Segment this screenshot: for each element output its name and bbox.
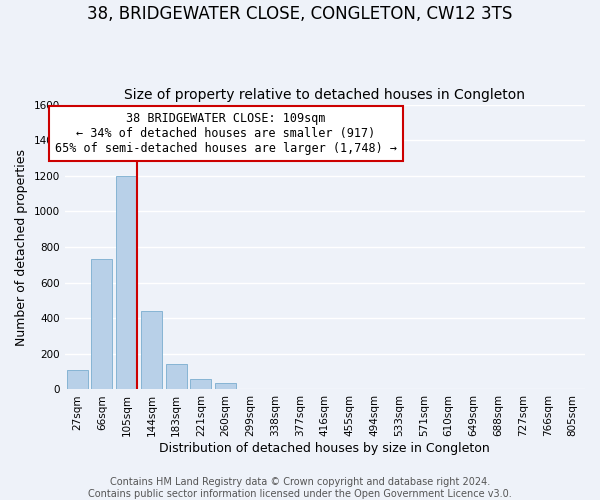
X-axis label: Distribution of detached houses by size in Congleton: Distribution of detached houses by size … xyxy=(160,442,490,455)
Bar xyxy=(166,364,187,390)
Text: Contains HM Land Registry data © Crown copyright and database right 2024.
Contai: Contains HM Land Registry data © Crown c… xyxy=(88,478,512,499)
Bar xyxy=(215,383,236,390)
Bar xyxy=(116,176,137,390)
Bar xyxy=(67,370,88,390)
Bar xyxy=(141,311,162,390)
Text: 38, BRIDGEWATER CLOSE, CONGLETON, CW12 3TS: 38, BRIDGEWATER CLOSE, CONGLETON, CW12 3… xyxy=(88,5,512,23)
Bar xyxy=(91,260,112,390)
Title: Size of property relative to detached houses in Congleton: Size of property relative to detached ho… xyxy=(124,88,526,102)
Bar xyxy=(190,379,211,390)
Y-axis label: Number of detached properties: Number of detached properties xyxy=(15,148,28,346)
Text: 38 BRIDGEWATER CLOSE: 109sqm
← 34% of detached houses are smaller (917)
65% of s: 38 BRIDGEWATER CLOSE: 109sqm ← 34% of de… xyxy=(55,112,397,154)
